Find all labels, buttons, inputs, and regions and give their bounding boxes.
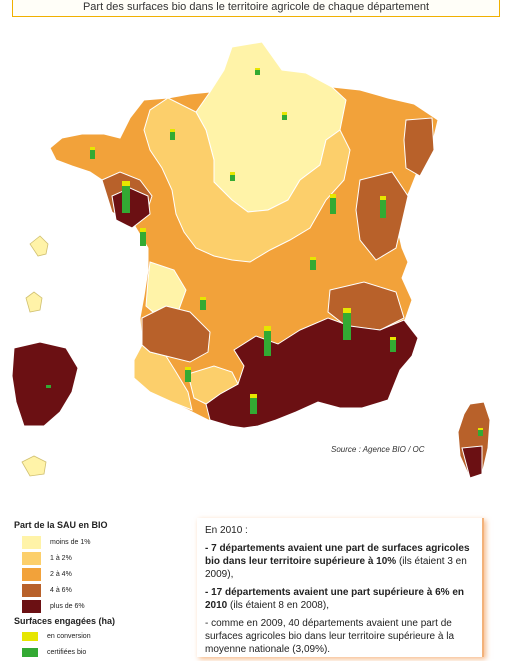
summary-point-3: - comme en 2009, 40 départements avaient… xyxy=(205,618,455,655)
bar-marker xyxy=(200,300,206,310)
title-frame: Part des surfaces bio dans le territoire… xyxy=(12,0,500,17)
center-light-region xyxy=(143,97,351,263)
france-map xyxy=(11,41,491,479)
bar-marker xyxy=(264,330,271,356)
legend-swatch xyxy=(22,631,38,641)
alsace-brown-region xyxy=(403,117,435,177)
bar-marker xyxy=(330,198,336,214)
legend-item: plus de 6% xyxy=(14,598,184,614)
summary-point-2-rest: (ils étaient 8 en 2008), xyxy=(227,600,329,611)
summary-point-1-rest: (ils étaient 3 en 2009), xyxy=(205,556,467,580)
bar-marker xyxy=(122,181,130,186)
bar-marker xyxy=(90,147,95,150)
summary-point-2-bold: - 17 départements avaient une part supér… xyxy=(205,587,464,611)
bar-marker xyxy=(185,370,191,382)
bar-marker xyxy=(140,228,146,232)
legend-label: 2 à 4% xyxy=(50,570,72,578)
legend-item: 1 à 2% xyxy=(14,550,184,566)
bar-marker xyxy=(343,308,351,313)
legend-label: 4 à 6% xyxy=(50,586,72,594)
summary-point-2: - 17 départements avaient une part supér… xyxy=(205,586,477,612)
bar-marker xyxy=(478,428,483,430)
summary-text: En 2010 : - 7 départements avaient une p… xyxy=(205,524,477,661)
bar-marker xyxy=(310,257,316,260)
legend-title: Part de la SAU en BIO xyxy=(14,520,108,530)
southwest-brown-region xyxy=(141,305,211,363)
bar-marker xyxy=(264,326,271,331)
bar-marker xyxy=(90,150,95,159)
bar-marker xyxy=(230,172,235,175)
guadeloupe xyxy=(29,235,49,257)
legend-item: moins de 1% xyxy=(14,534,184,550)
bar-marker xyxy=(478,430,483,436)
source-note: Source : Agence BIO / OC xyxy=(331,445,425,454)
legend-label: en conversion xyxy=(47,632,91,640)
bar-marker xyxy=(282,115,287,120)
bar-marker xyxy=(170,129,175,132)
legend-swatch xyxy=(22,599,41,613)
surfaces-legend-title: Surfaces engagées (ha) xyxy=(14,616,116,626)
bar-marker xyxy=(390,340,396,352)
bar-marker xyxy=(255,70,260,75)
summary-point-1-bold: - 7 départements avaient une part de sur… xyxy=(205,543,470,567)
bar-marker xyxy=(185,367,191,370)
legend-item: certifiées bio xyxy=(14,644,184,660)
legend-label: 1 à 2% xyxy=(50,554,72,562)
bar-marker xyxy=(255,68,260,70)
bar-marker xyxy=(170,132,175,140)
bar-marker xyxy=(343,312,351,340)
bar-marker xyxy=(330,194,336,198)
summary-box: En 2010 : - 7 départements avaient une p… xyxy=(197,518,484,657)
bar-marker xyxy=(310,260,316,270)
bar-marker xyxy=(380,200,386,218)
south-dark-region xyxy=(205,317,419,429)
legend-label: plus de 6% xyxy=(50,602,85,610)
legend-item: 4 à 6% xyxy=(14,582,184,598)
bar-marker xyxy=(380,196,386,200)
legend-swatch xyxy=(22,567,41,581)
corsica-south xyxy=(461,445,483,479)
legend-label: certifiées bio xyxy=(47,648,87,656)
bar-marker xyxy=(390,337,396,340)
bar-marker xyxy=(46,385,51,388)
southwest-light-strip xyxy=(187,365,239,405)
bar-marker xyxy=(250,398,257,414)
legend-swatch xyxy=(22,535,41,549)
legend-label: moins de 1% xyxy=(50,538,91,546)
legend-swatch xyxy=(22,583,41,597)
bar-marker xyxy=(250,394,257,398)
bar-marker xyxy=(140,232,146,246)
bar-marker xyxy=(122,185,130,213)
legend-swatch xyxy=(22,647,38,657)
bar-marker xyxy=(282,112,287,115)
legend-swatch xyxy=(22,551,41,565)
bar-markers xyxy=(46,68,483,436)
reunion xyxy=(21,455,47,477)
summary-point-1: - 7 départements avaient une part de sur… xyxy=(205,542,477,581)
bar-marker xyxy=(230,175,235,181)
summary-intro: En 2010 : xyxy=(205,525,248,536)
map-title: Part des surfaces bio dans le territoire… xyxy=(82,1,430,13)
martinique xyxy=(25,291,43,313)
legend-item: 2 à 4% xyxy=(14,566,184,582)
bar-marker xyxy=(200,297,206,300)
guyane xyxy=(11,341,79,427)
legend-item: en conversion xyxy=(14,628,184,644)
legend: Part de la SAU en BIO moins de 1% 1 à 2%… xyxy=(14,520,184,660)
